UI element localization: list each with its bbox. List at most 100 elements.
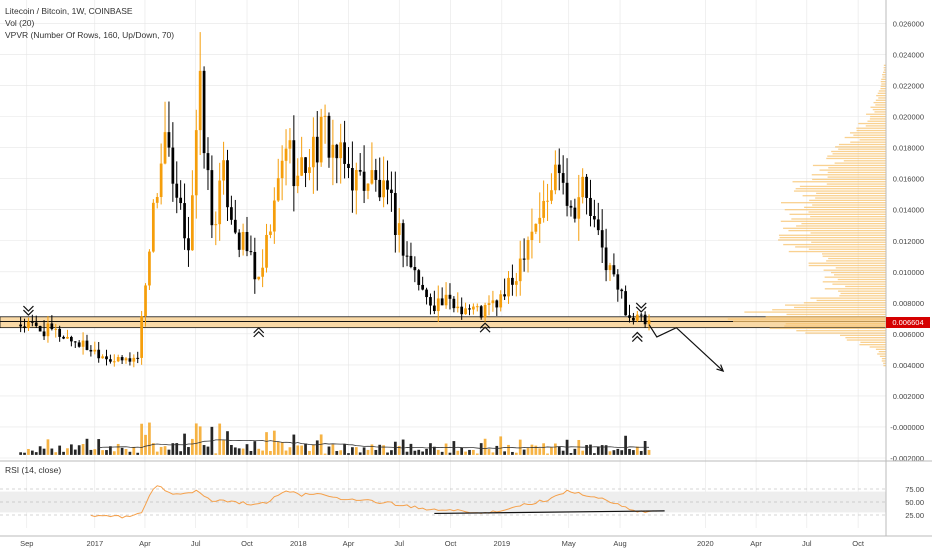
volume-bar: [124, 448, 128, 455]
candle-body: [581, 176, 585, 198]
volume-bar: [421, 451, 425, 455]
candle-body: [296, 175, 300, 187]
candle-body: [479, 306, 483, 318]
volume-bar: [89, 449, 93, 455]
vpvr-row: [812, 178, 886, 181]
volume-bar: [155, 451, 159, 455]
vpvr-row: [802, 195, 886, 197]
volume-bar: [109, 446, 112, 455]
vpvr-row: [879, 355, 886, 357]
vpvr-row: [846, 339, 886, 341]
vpvr-row: [809, 199, 886, 202]
candle-body: [452, 298, 456, 309]
vpvr-row: [878, 97, 886, 99]
price-axis-label: 0.020000: [893, 113, 924, 122]
volume-bar: [112, 451, 116, 455]
vpvr-row: [831, 271, 886, 274]
volume-bar: [553, 443, 557, 455]
candle-body: [105, 356, 108, 360]
rsi-axis-label: 50.00: [905, 498, 924, 507]
vpvr-row: [877, 353, 886, 355]
vpvr-row: [827, 171, 886, 174]
volume-bar: [23, 452, 26, 455]
candle-body: [226, 160, 229, 208]
candle-body: [417, 270, 421, 285]
volume-bar: [85, 438, 89, 455]
volume-bar: [499, 436, 503, 455]
rsi-line: [90, 485, 657, 519]
candle-body: [218, 180, 222, 225]
volume-bar: [34, 452, 38, 455]
candle-body: [432, 305, 436, 312]
volume-bar: [327, 446, 331, 455]
vpvr-row: [838, 290, 886, 292]
candle-body: [409, 255, 413, 267]
vpvr-row: [845, 337, 886, 339]
volume-bar: [335, 451, 339, 455]
volume-bar: [569, 453, 573, 455]
volume-bar: [253, 441, 257, 455]
volume-bar: [81, 444, 85, 455]
rsi-axis-label: 25.00: [905, 511, 924, 520]
candle-body: [233, 219, 237, 233]
candle-body: [198, 70, 202, 131]
price-axis-label: 0.026000: [893, 20, 924, 29]
candle-body: [323, 115, 327, 117]
volume-bar: [280, 442, 284, 455]
volume-bar: [296, 445, 300, 455]
candle-body: [257, 276, 261, 280]
candle-body: [89, 349, 93, 352]
volume-bar: [413, 450, 417, 455]
candle-body: [596, 219, 600, 231]
candle-body: [191, 195, 194, 251]
chevron-up-marker: [631, 331, 643, 338]
volume-bar: [401, 439, 405, 455]
vpvr-row: [881, 83, 886, 85]
vpvr-row: [831, 150, 886, 153]
volume-bar: [409, 443, 413, 455]
vpvr-row: [883, 364, 886, 367]
candle-body: [585, 176, 588, 198]
volume-bar: [425, 448, 428, 455]
volume-bar: [257, 448, 261, 455]
candle-body: [460, 306, 464, 315]
vpvr-row: [834, 162, 886, 164]
candle-body: [370, 170, 374, 184]
vpvr-row: [827, 176, 886, 178]
grid: [0, 0, 886, 528]
candle-body: [475, 306, 479, 308]
volume-bar: [276, 441, 280, 455]
candle-body: [77, 342, 81, 347]
price-axis-label: 0.004000: [893, 361, 924, 370]
volume-bar: [245, 444, 249, 455]
candle-body: [573, 207, 577, 219]
candle-body: [315, 136, 319, 163]
candle-body: [343, 142, 346, 164]
volume-bar: [77, 445, 81, 455]
candle-body: [109, 359, 112, 362]
volume-bar: [140, 423, 143, 455]
vpvr-row: [875, 348, 886, 350]
volume-bar: [479, 443, 483, 455]
vpvr-row: [860, 341, 886, 343]
volume-bar: [218, 423, 222, 455]
candle-body: [319, 116, 323, 163]
vpvr-row: [744, 311, 886, 313]
vpvr-row: [870, 106, 886, 108]
candle-body: [550, 190, 553, 201]
volume-bar: [308, 450, 311, 455]
candle-body: [511, 277, 514, 285]
volume-bar: [249, 451, 253, 455]
candle-body: [272, 200, 276, 232]
volume-bar: [589, 444, 592, 455]
time-axis-label: 2017: [86, 539, 103, 548]
candle-body: [600, 230, 604, 248]
vpvr-row: [873, 101, 886, 104]
vpvr-row: [834, 274, 886, 276]
vpvr-row: [840, 334, 886, 337]
candle-body: [565, 182, 569, 206]
volume-bar: [429, 443, 432, 455]
price-axis-label: 0.002000: [893, 392, 924, 401]
volume-bar: [374, 449, 378, 455]
